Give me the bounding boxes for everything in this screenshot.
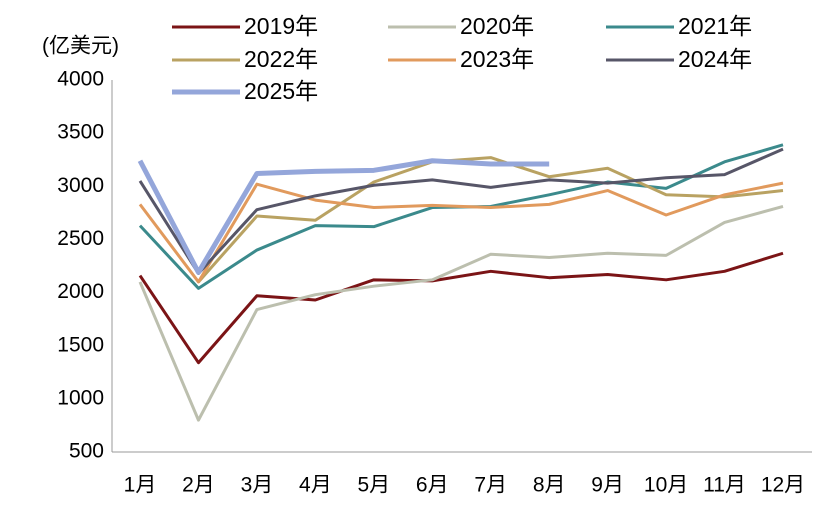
x-tick-label: 3月	[241, 474, 274, 497]
x-tick-label: 6月	[416, 474, 449, 497]
legend-text: 2019年	[244, 13, 318, 39]
x-tick-label: 8月	[533, 474, 566, 497]
x-tick-label: 5月	[357, 474, 390, 497]
legend-text: 2022年	[244, 46, 318, 72]
x-tick-label: 11月	[703, 474, 746, 497]
series-line	[138, 205, 784, 422]
series-line	[138, 251, 784, 365]
x-tick-label: 9月	[591, 474, 624, 497]
y-tick-label: 3500	[57, 121, 104, 144]
y-tick-label: 500	[69, 440, 104, 463]
legend-text: 2025年	[244, 78, 318, 104]
y-tick-label: 1500	[57, 333, 104, 356]
legend-text: 2024年	[678, 46, 752, 72]
legend-text: 2023年	[460, 46, 534, 72]
y-tick-label: 2500	[57, 227, 104, 250]
y-tick-label: 1000	[57, 386, 104, 409]
x-tick-label: 2月	[182, 474, 215, 497]
legend-text: 2020年	[460, 13, 534, 39]
x-tick-label: 7月	[474, 474, 507, 497]
x-tick-label: 1月	[124, 474, 157, 497]
series-line	[137, 158, 550, 275]
series-line	[197, 156, 784, 283]
y-tick-label: 3000	[57, 174, 104, 197]
y-tick-label: 4000	[57, 68, 104, 91]
legend-text: 2021年	[678, 13, 752, 39]
y-axis-label: (亿美元)	[42, 35, 119, 58]
series-line	[138, 181, 784, 284]
x-tick-label: 10月	[644, 474, 688, 497]
x-tick-label: 4月	[299, 474, 332, 497]
x-tick-label: 12月	[761, 474, 805, 497]
y-tick-label: 2000	[57, 280, 104, 303]
series-line	[138, 147, 784, 275]
